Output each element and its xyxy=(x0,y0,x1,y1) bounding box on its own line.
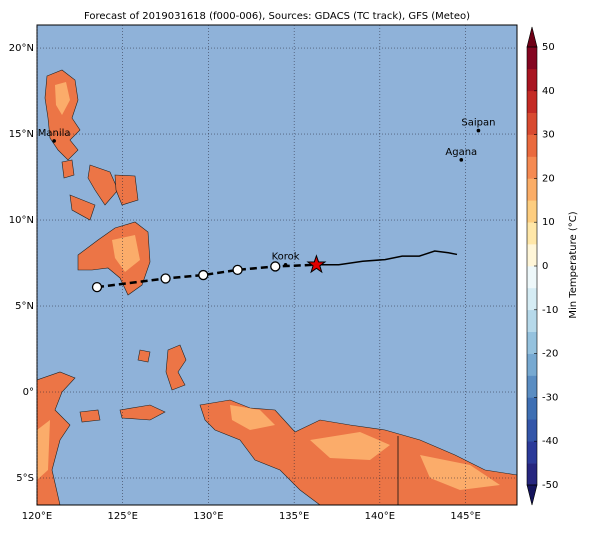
place-marker xyxy=(459,158,464,162)
map-title: Forecast of 2019031618 (f000-006), Sourc… xyxy=(84,11,470,22)
colorbar-tick-label: 20 xyxy=(542,173,555,184)
lat-tick-label: 20°N xyxy=(9,43,34,54)
colorbar-tick-label: -20 xyxy=(542,349,558,360)
place-label: Korok xyxy=(272,252,300,263)
colorbar-tick-label: -30 xyxy=(542,392,558,403)
forecast-point xyxy=(198,269,209,281)
lon-tick-label: 125°E xyxy=(108,511,138,522)
colorbar-band xyxy=(527,353,537,376)
colorbar-band xyxy=(527,375,537,398)
colorbar-band xyxy=(527,47,537,70)
colorbar-band xyxy=(527,112,537,135)
land xyxy=(37,69,517,505)
colorbar-tick-label: 10 xyxy=(542,217,555,228)
colorbar-band xyxy=(527,441,537,464)
colorbar-label: Min Temperature (°C) xyxy=(568,211,579,318)
colorbar-tick-label: -10 xyxy=(542,305,558,316)
place-marker xyxy=(52,139,56,143)
colorbar-band xyxy=(527,309,537,332)
lat-tick-label: 5°N xyxy=(15,301,34,312)
past-track xyxy=(316,250,458,266)
colorbar-band xyxy=(527,266,537,289)
lon-tick-label: 145°E xyxy=(450,511,480,522)
colorbar-tick-label: 50 xyxy=(542,42,555,53)
colorbar-band xyxy=(527,222,537,245)
colorbar-over xyxy=(526,26,538,48)
place-label: Agana xyxy=(445,147,477,158)
lat-tick-label: 15°N xyxy=(9,129,34,140)
lon-tick-label: 130°E xyxy=(193,511,223,522)
colorbar-band xyxy=(527,419,537,442)
place-label: Saipan xyxy=(461,118,495,129)
colorbar-band xyxy=(527,287,537,311)
colorbar-tick-label: 0 xyxy=(542,261,548,272)
colorbar-band xyxy=(527,68,537,92)
current-position xyxy=(306,254,327,274)
colorbar-band xyxy=(527,200,537,223)
forecast-track xyxy=(96,263,317,289)
colorbar-under xyxy=(526,484,538,506)
lon-tick-label: 135°E xyxy=(279,511,309,522)
colorbar-band xyxy=(527,331,537,354)
place-marker xyxy=(283,262,288,267)
lon-tick-label: 140°E xyxy=(365,511,395,522)
colorbar-band xyxy=(527,397,537,420)
lon-tick-label: 120°E xyxy=(22,511,52,522)
colorbar-tick-label: 40 xyxy=(542,86,555,97)
place-marker xyxy=(476,128,481,133)
place-label: Manila xyxy=(38,128,71,139)
colorbar-band xyxy=(527,244,537,267)
forecast-point xyxy=(232,264,243,276)
lat-tick-label: 0° xyxy=(23,387,34,398)
colorbar-band xyxy=(527,90,537,113)
colorbar-tick-label: 30 xyxy=(542,130,555,141)
colorbar-band xyxy=(527,178,537,201)
forecast-point xyxy=(160,273,171,284)
lat-tick-label: 5°S xyxy=(16,473,34,484)
colorbar-tick-label: -50 xyxy=(542,480,558,491)
forecast-point xyxy=(91,281,103,293)
forecast-point xyxy=(270,261,281,272)
colorbar-band xyxy=(527,156,537,179)
colorbar-band xyxy=(527,463,537,486)
colorbar-band xyxy=(527,134,537,157)
colorbar-tick-label: -40 xyxy=(542,436,558,447)
lat-tick-label: 10°N xyxy=(9,215,34,226)
